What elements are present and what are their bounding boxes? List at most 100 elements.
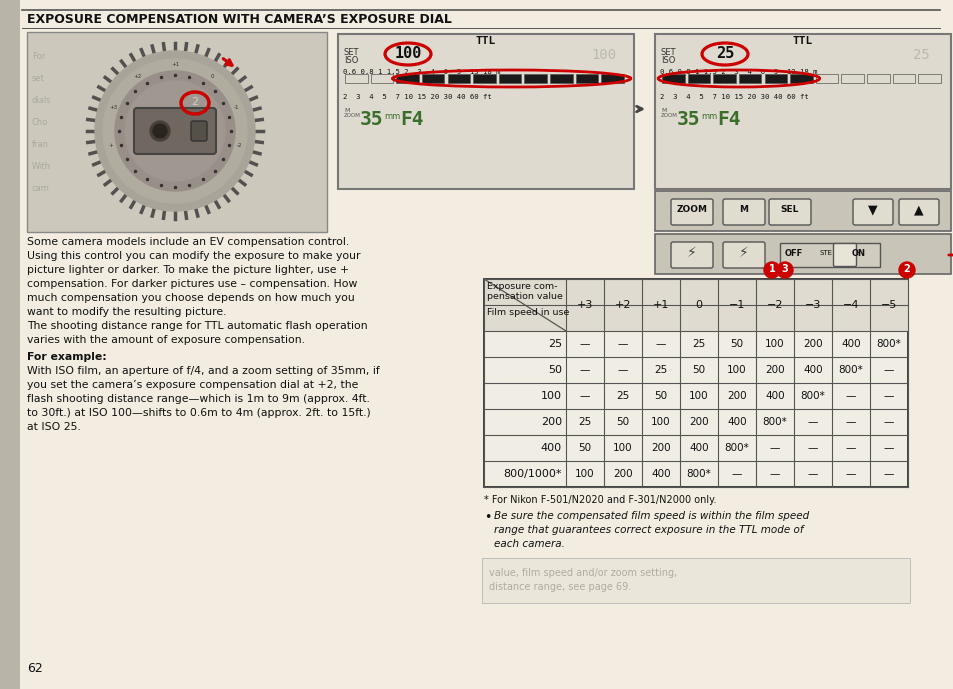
Text: * For Nikon F-501/N2020 and F-301/N2000 only.: * For Nikon F-501/N2020 and F-301/N2000 … xyxy=(483,495,716,505)
Text: F4: F4 xyxy=(399,110,423,129)
FancyBboxPatch shape xyxy=(852,199,892,225)
Bar xyxy=(337,34,634,189)
Text: —: — xyxy=(882,443,893,453)
Text: ISO: ISO xyxy=(660,56,675,65)
Text: 800*: 800* xyxy=(761,417,786,427)
Text: +2: +2 xyxy=(133,74,142,79)
Text: +3: +3 xyxy=(577,300,593,310)
Text: −5: −5 xyxy=(880,300,896,310)
Text: 50: 50 xyxy=(692,365,705,375)
Text: 25: 25 xyxy=(654,365,667,375)
Text: 400: 400 xyxy=(841,339,860,349)
Text: cam: cam xyxy=(32,184,50,193)
Text: mm: mm xyxy=(384,112,400,121)
Text: For example:: For example: xyxy=(27,352,107,362)
Text: —: — xyxy=(618,339,627,349)
Text: 100: 100 xyxy=(688,391,708,401)
Bar xyxy=(918,74,940,83)
Text: 200: 200 xyxy=(651,443,670,453)
Bar xyxy=(483,279,907,331)
Text: +: + xyxy=(109,143,113,149)
Text: +2: +2 xyxy=(614,300,631,310)
Circle shape xyxy=(95,51,254,211)
Text: Some camera models include an EV compensation control.: Some camera models include an EV compens… xyxy=(27,237,349,247)
Bar xyxy=(481,558,909,603)
Text: 800/1000*: 800/1000* xyxy=(503,469,561,479)
Bar xyxy=(655,191,950,231)
Bar xyxy=(473,74,496,83)
Text: —: — xyxy=(845,417,855,427)
Text: 400: 400 xyxy=(802,365,821,375)
Text: ZOOM: ZOOM xyxy=(676,205,707,214)
Text: —: — xyxy=(882,417,893,427)
Text: F4: F4 xyxy=(717,110,740,129)
Circle shape xyxy=(898,262,914,278)
Text: distance range, see page 69.: distance range, see page 69. xyxy=(489,582,631,592)
Text: +1: +1 xyxy=(171,63,179,68)
Text: 3: 3 xyxy=(781,264,787,274)
Text: 2: 2 xyxy=(192,97,198,107)
Text: 50: 50 xyxy=(654,391,667,401)
FancyBboxPatch shape xyxy=(670,199,712,225)
Text: 50: 50 xyxy=(730,339,742,349)
Text: 25: 25 xyxy=(616,391,629,401)
Text: 0.6 0.8 1 1.5 2  3  4  6  9  13 18 m: 0.6 0.8 1 1.5 2 3 4 6 9 13 18 m xyxy=(343,69,500,75)
Text: −3: −3 xyxy=(804,300,821,310)
Text: 25: 25 xyxy=(578,417,591,427)
Text: 100: 100 xyxy=(651,417,670,427)
Text: ZOOM: ZOOM xyxy=(660,113,678,118)
Text: 2  3  4  5  7 10 15 20 30 40 60 ft: 2 3 4 5 7 10 15 20 30 40 60 ft xyxy=(659,94,808,100)
Bar xyxy=(600,74,623,83)
Bar xyxy=(0,0,20,689)
Text: —: — xyxy=(882,391,893,401)
Text: —: — xyxy=(769,469,780,479)
Text: at ISO 25.: at ISO 25. xyxy=(27,422,81,432)
Text: 62: 62 xyxy=(27,662,43,675)
Text: •: • xyxy=(483,511,491,524)
Text: 200: 200 xyxy=(802,339,821,349)
Bar xyxy=(550,74,572,83)
Text: picture lighter or darker. To make the picture lighter, use +: picture lighter or darker. To make the p… xyxy=(27,265,349,275)
Bar xyxy=(815,74,838,83)
Text: —: — xyxy=(882,365,893,375)
Text: 2  3  4  5  7 10 15 20 30 40 60 ft: 2 3 4 5 7 10 15 20 30 40 60 ft xyxy=(343,94,491,100)
Text: fran: fran xyxy=(32,140,49,149)
Text: ▼: ▼ xyxy=(867,203,877,216)
Text: 100: 100 xyxy=(575,469,594,479)
Text: ISO: ISO xyxy=(344,56,358,65)
Text: range that guarantees correct exposure in the TTL mode of: range that guarantees correct exposure i… xyxy=(494,525,802,535)
Text: —: — xyxy=(618,365,627,375)
FancyBboxPatch shape xyxy=(768,199,810,225)
Text: The shooting distance range for TTL automatic flash operation: The shooting distance range for TTL auto… xyxy=(27,321,367,331)
Bar xyxy=(524,74,546,83)
Text: 50: 50 xyxy=(547,365,561,375)
Text: Using this control you can modify the exposure to make your: Using this control you can modify the ex… xyxy=(27,251,360,261)
Text: —: — xyxy=(845,469,855,479)
Bar xyxy=(575,74,598,83)
FancyBboxPatch shape xyxy=(833,243,856,267)
Text: —: — xyxy=(807,469,818,479)
Text: 100: 100 xyxy=(764,339,784,349)
Text: —: — xyxy=(845,391,855,401)
Bar xyxy=(395,74,418,83)
Bar xyxy=(371,74,393,83)
Text: 800*: 800* xyxy=(686,469,711,479)
Text: to 30ft.) at ISO 100—shifts to 0.6m to 4m (approx. 2ft. to 15ft.): to 30ft.) at ISO 100—shifts to 0.6m to 4… xyxy=(27,408,371,418)
Bar xyxy=(739,74,760,83)
Text: TTL: TTL xyxy=(792,36,812,46)
FancyBboxPatch shape xyxy=(133,108,215,154)
FancyBboxPatch shape xyxy=(722,199,764,225)
Text: STE: STE xyxy=(820,250,832,256)
Bar xyxy=(841,74,863,83)
Text: With ISO film, an aperture of f/4, and a zoom setting of 35mm, if: With ISO film, an aperture of f/4, and a… xyxy=(27,366,379,376)
Text: For: For xyxy=(32,52,45,61)
Text: 100: 100 xyxy=(726,365,746,375)
Text: each camera.: each camera. xyxy=(494,539,564,549)
Text: 800*: 800* xyxy=(800,391,824,401)
Text: —: — xyxy=(655,339,665,349)
Text: you set the camera’s exposure compensation dial at +2, the: you set the camera’s exposure compensati… xyxy=(27,380,358,390)
Bar xyxy=(498,74,521,83)
Text: 50: 50 xyxy=(578,443,591,453)
FancyBboxPatch shape xyxy=(722,242,764,268)
Text: 100: 100 xyxy=(394,46,421,61)
